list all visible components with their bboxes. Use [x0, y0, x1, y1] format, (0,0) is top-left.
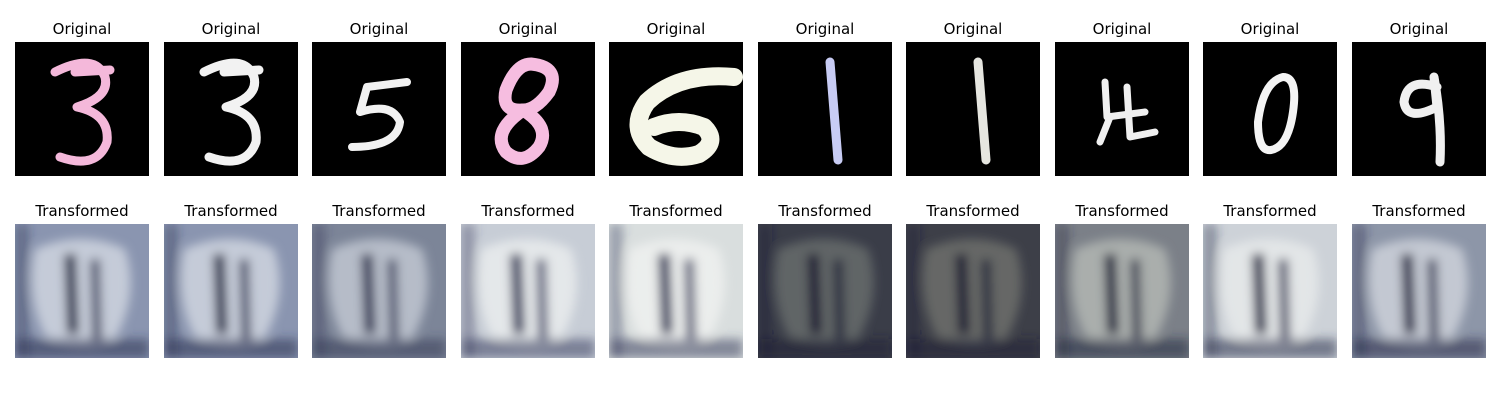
transformed-image [164, 224, 298, 358]
tile-title: Original [1389, 20, 1449, 38]
tile-title: Original [201, 20, 261, 38]
tile-title: Transformed [481, 202, 575, 220]
transformed-image [1055, 224, 1189, 358]
tile-title: Original [1240, 20, 1300, 38]
tile-title: Transformed [35, 202, 129, 220]
tile-title: Transformed [629, 202, 723, 220]
tile-title: Transformed [778, 202, 872, 220]
transformed-image [461, 224, 595, 358]
tile-title: Original [646, 20, 706, 38]
tile-title: Transformed [1075, 202, 1169, 220]
tile-title: Original [498, 20, 558, 38]
transformed-image [312, 224, 446, 358]
original-digit-image [461, 42, 595, 176]
original-digit-image [15, 42, 149, 176]
tile-title: Transformed [332, 202, 426, 220]
original-digit-image [1203, 42, 1337, 176]
original-digit-image [906, 42, 1040, 176]
original-digit-image [609, 42, 743, 176]
tile-title: Transformed [184, 202, 278, 220]
original-digit-image [1055, 42, 1189, 176]
tile-title: Transformed [1223, 202, 1317, 220]
tile-title: Original [1092, 20, 1152, 38]
tile-title: Original [795, 20, 855, 38]
original-digit-image [1352, 42, 1486, 176]
tile-title: Transformed [926, 202, 1020, 220]
transformed-image [1203, 224, 1337, 358]
original-digit-image [164, 42, 298, 176]
transformed-image [906, 224, 1040, 358]
transformed-image [1352, 224, 1486, 358]
transformed-image [758, 224, 892, 358]
tile-title: Transformed [1372, 202, 1466, 220]
tile-title: Original [52, 20, 112, 38]
transformed-image [15, 224, 149, 358]
tile-title: Original [349, 20, 409, 38]
original-digit-image [758, 42, 892, 176]
original-digit-image [312, 42, 446, 176]
tile-title: Original [943, 20, 1003, 38]
transformed-image [609, 224, 743, 358]
